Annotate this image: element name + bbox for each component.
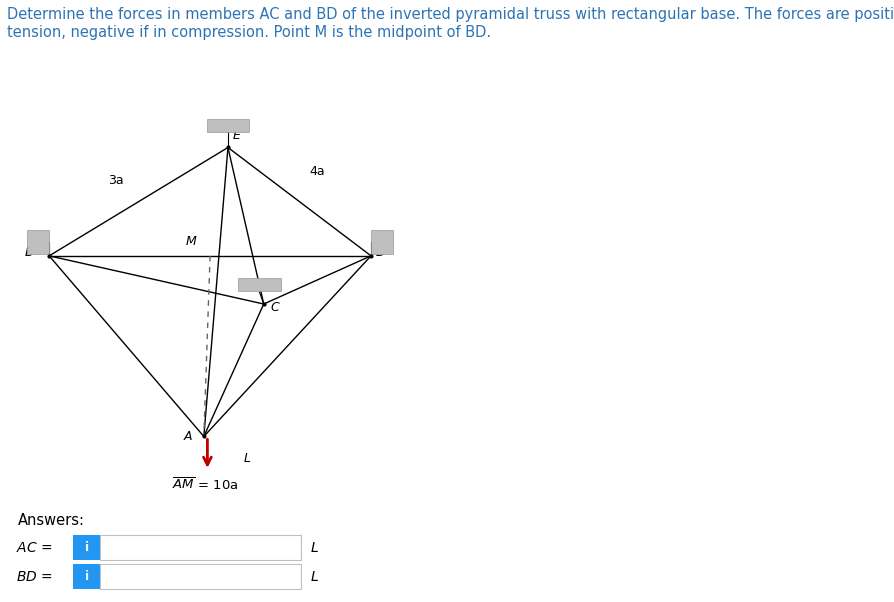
Text: D: D (375, 246, 385, 259)
Text: $\overline{AM}$ = 10a: $\overline{AM}$ = 10a (172, 477, 238, 493)
Text: Answers:: Answers: (18, 513, 85, 528)
Text: 3a: 3a (108, 174, 124, 187)
Text: A: A (183, 430, 192, 443)
FancyBboxPatch shape (73, 564, 100, 589)
Text: tension, negative if in compression. Point M is the midpoint of BD.: tension, negative if in compression. Poi… (7, 25, 492, 40)
Text: M: M (186, 235, 197, 248)
Text: i: i (85, 570, 89, 583)
Text: $AC$ =: $AC$ = (16, 541, 53, 555)
FancyBboxPatch shape (73, 535, 100, 560)
Text: L: L (243, 452, 250, 465)
Text: L: L (311, 541, 319, 555)
FancyBboxPatch shape (207, 119, 249, 132)
Text: 4a: 4a (309, 165, 325, 178)
FancyBboxPatch shape (238, 278, 281, 291)
Text: Determine the forces in members AC and BD of the inverted pyramidal truss with r: Determine the forces in members AC and B… (7, 7, 894, 22)
Text: E: E (232, 129, 240, 142)
Text: i: i (85, 541, 89, 554)
FancyBboxPatch shape (100, 535, 301, 560)
Text: B: B (24, 246, 33, 259)
Text: C: C (270, 301, 279, 314)
Text: L: L (311, 569, 319, 584)
FancyBboxPatch shape (27, 230, 49, 254)
FancyBboxPatch shape (100, 564, 301, 589)
FancyBboxPatch shape (371, 230, 393, 254)
Text: $BD$ =: $BD$ = (16, 569, 53, 584)
